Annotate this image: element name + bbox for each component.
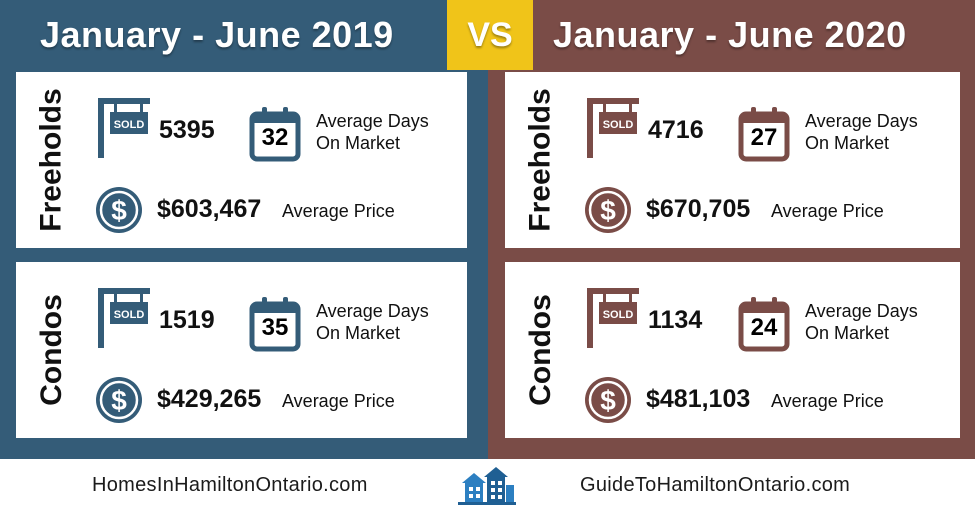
average-price-label: Average Price xyxy=(282,391,395,411)
buildings-logo-icon xyxy=(458,467,516,505)
title-2019: January - June 2019 xyxy=(40,14,394,55)
sold-count: 1519 xyxy=(159,306,215,334)
calendar-icon xyxy=(249,297,301,352)
svg-text:$: $ xyxy=(111,195,127,226)
header-2020: January - June 2020 xyxy=(488,0,975,70)
days-on-market-value: 27 xyxy=(750,124,778,151)
footer-link-homes[interactable]: HomesInHamiltonOntario.com xyxy=(92,474,368,496)
svg-text:$: $ xyxy=(600,195,616,226)
svg-text:$: $ xyxy=(111,385,127,416)
days-on-market-label: Average Days On Market xyxy=(805,301,918,343)
svg-text:SOLD: SOLD xyxy=(603,119,634,131)
card-condos-2019: Condos SOLD 1519 35 Average Days On Mark… xyxy=(16,262,467,438)
title-2020: January - June 2020 xyxy=(553,14,907,55)
sold-count: 5395 xyxy=(159,116,215,144)
days-on-market-value: 24 xyxy=(750,314,778,341)
label-condos: Condos xyxy=(35,294,68,406)
panel-2020: January - June 2020 Freeholds SOLD 4716 … xyxy=(488,0,975,459)
sold-count: 1134 xyxy=(648,306,703,334)
calendar-icon xyxy=(249,107,301,162)
average-price-value: $603,467 xyxy=(157,195,262,223)
svg-text:$: $ xyxy=(600,385,616,416)
card-freeholds-2020: Freeholds SOLD 4716 27 Average Days On M… xyxy=(505,72,960,248)
days-on-market-value: 35 xyxy=(261,314,289,341)
label-freeholds: Freeholds xyxy=(524,88,557,232)
card-freeholds-2019: Freeholds SOLD 5395 32 Average Days On M… xyxy=(16,72,467,248)
footer-link-guide[interactable]: GuideToHamiltonOntario.com xyxy=(580,474,851,496)
dollar-icon: $ xyxy=(96,377,142,423)
days-on-market-value: 32 xyxy=(261,124,289,151)
card-condos-2020: Condos SOLD 1134 24 Average Days On Mark… xyxy=(505,262,960,438)
sold-count: 4716 xyxy=(648,116,704,144)
sold-sign-icon: SOLD xyxy=(98,98,150,158)
calendar-icon xyxy=(738,297,790,352)
footer: HomesInHamiltonOntario.com GuideToHamilt… xyxy=(0,459,975,510)
dollar-icon: $ xyxy=(585,187,631,233)
average-price-value: $670,705 xyxy=(646,195,751,223)
average-price-label: Average Price xyxy=(771,391,884,411)
svg-text:SOLD: SOLD xyxy=(114,309,145,321)
sold-sign-icon: SOLD xyxy=(587,98,639,158)
svg-text:SOLD: SOLD xyxy=(603,309,634,321)
days-on-market-label: Average Days On Market xyxy=(316,301,429,343)
vs-label: VS xyxy=(467,15,513,54)
dollar-icon: $ xyxy=(585,377,631,423)
sold-sign-icon: SOLD xyxy=(98,288,150,348)
days-on-market-label: Average Days On Market xyxy=(316,111,429,153)
label-condos: Condos xyxy=(524,294,557,406)
svg-text:SOLD: SOLD xyxy=(114,119,145,131)
vs-badge: VS xyxy=(447,0,533,70)
label-freeholds: Freeholds xyxy=(35,88,68,232)
average-price-label: Average Price xyxy=(771,201,884,221)
average-price-value: $481,103 xyxy=(646,385,751,413)
average-price-value: $429,265 xyxy=(157,385,262,413)
panel-2019: January - June 2019 Freeholds SOLD 5395 … xyxy=(0,0,488,459)
header-2019: January - June 2019 xyxy=(0,0,488,70)
calendar-icon xyxy=(738,107,790,162)
dollar-icon: $ xyxy=(96,187,142,233)
average-price-label: Average Price xyxy=(282,201,395,221)
days-on-market-label: Average Days On Market xyxy=(805,111,918,153)
sold-sign-icon: SOLD xyxy=(587,288,639,348)
